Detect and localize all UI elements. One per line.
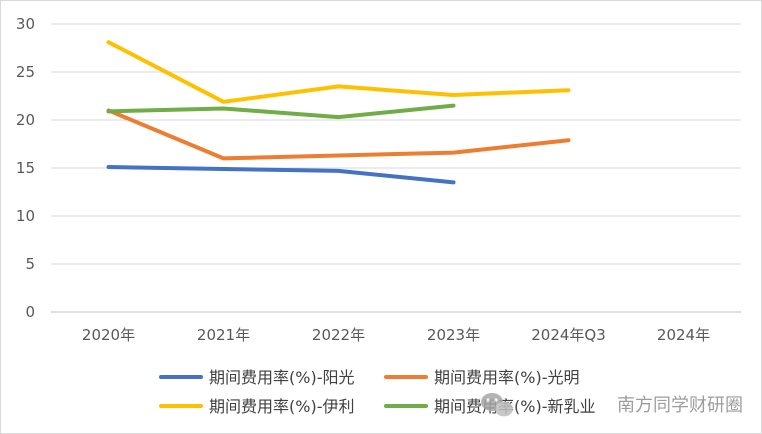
x-tick-label: 2024年Q3 bbox=[531, 326, 606, 344]
legend-label: 期间费用率(%)-光明 bbox=[434, 368, 579, 387]
y-tick-label: 30 bbox=[16, 15, 35, 33]
series-line-1 bbox=[106, 108, 571, 161]
wechat-icon bbox=[481, 393, 513, 417]
y-tick-label: 10 bbox=[16, 207, 35, 225]
watermark: 南方同学财研圈 bbox=[481, 393, 743, 417]
x-tick-label: 2021年 bbox=[197, 326, 250, 344]
x-tick-label: 2020年 bbox=[82, 326, 135, 344]
x-axis-ticks: 2020年 2021年 2022年 2023年 2024年Q3 2024年 bbox=[82, 326, 710, 344]
legend-label: 期间费用率(%)-伊利 bbox=[209, 397, 354, 416]
watermark-text: 南方同学财研圈 bbox=[617, 395, 743, 416]
y-tick-label: 15 bbox=[16, 159, 35, 177]
legend-label: 期间费用率(%)-新乳业 bbox=[434, 397, 595, 416]
y-axis-ticks: 0 5 10 15 20 25 30 bbox=[16, 15, 35, 321]
series-line-2 bbox=[106, 40, 571, 104]
y-tick-label: 20 bbox=[16, 111, 35, 129]
legend-label: 期间费用率(%)-阳光 bbox=[209, 368, 354, 387]
x-tick-label: 2024年 bbox=[657, 326, 710, 344]
y-tick-label: 0 bbox=[25, 303, 35, 321]
series-lines bbox=[106, 40, 571, 185]
series-line-0 bbox=[106, 165, 456, 185]
y-tick-label: 25 bbox=[16, 63, 35, 81]
x-tick-label: 2023年 bbox=[427, 326, 480, 344]
x-tick-label: 2022年 bbox=[312, 326, 365, 344]
y-tick-label: 5 bbox=[25, 255, 35, 273]
series-line-3 bbox=[106, 103, 456, 120]
